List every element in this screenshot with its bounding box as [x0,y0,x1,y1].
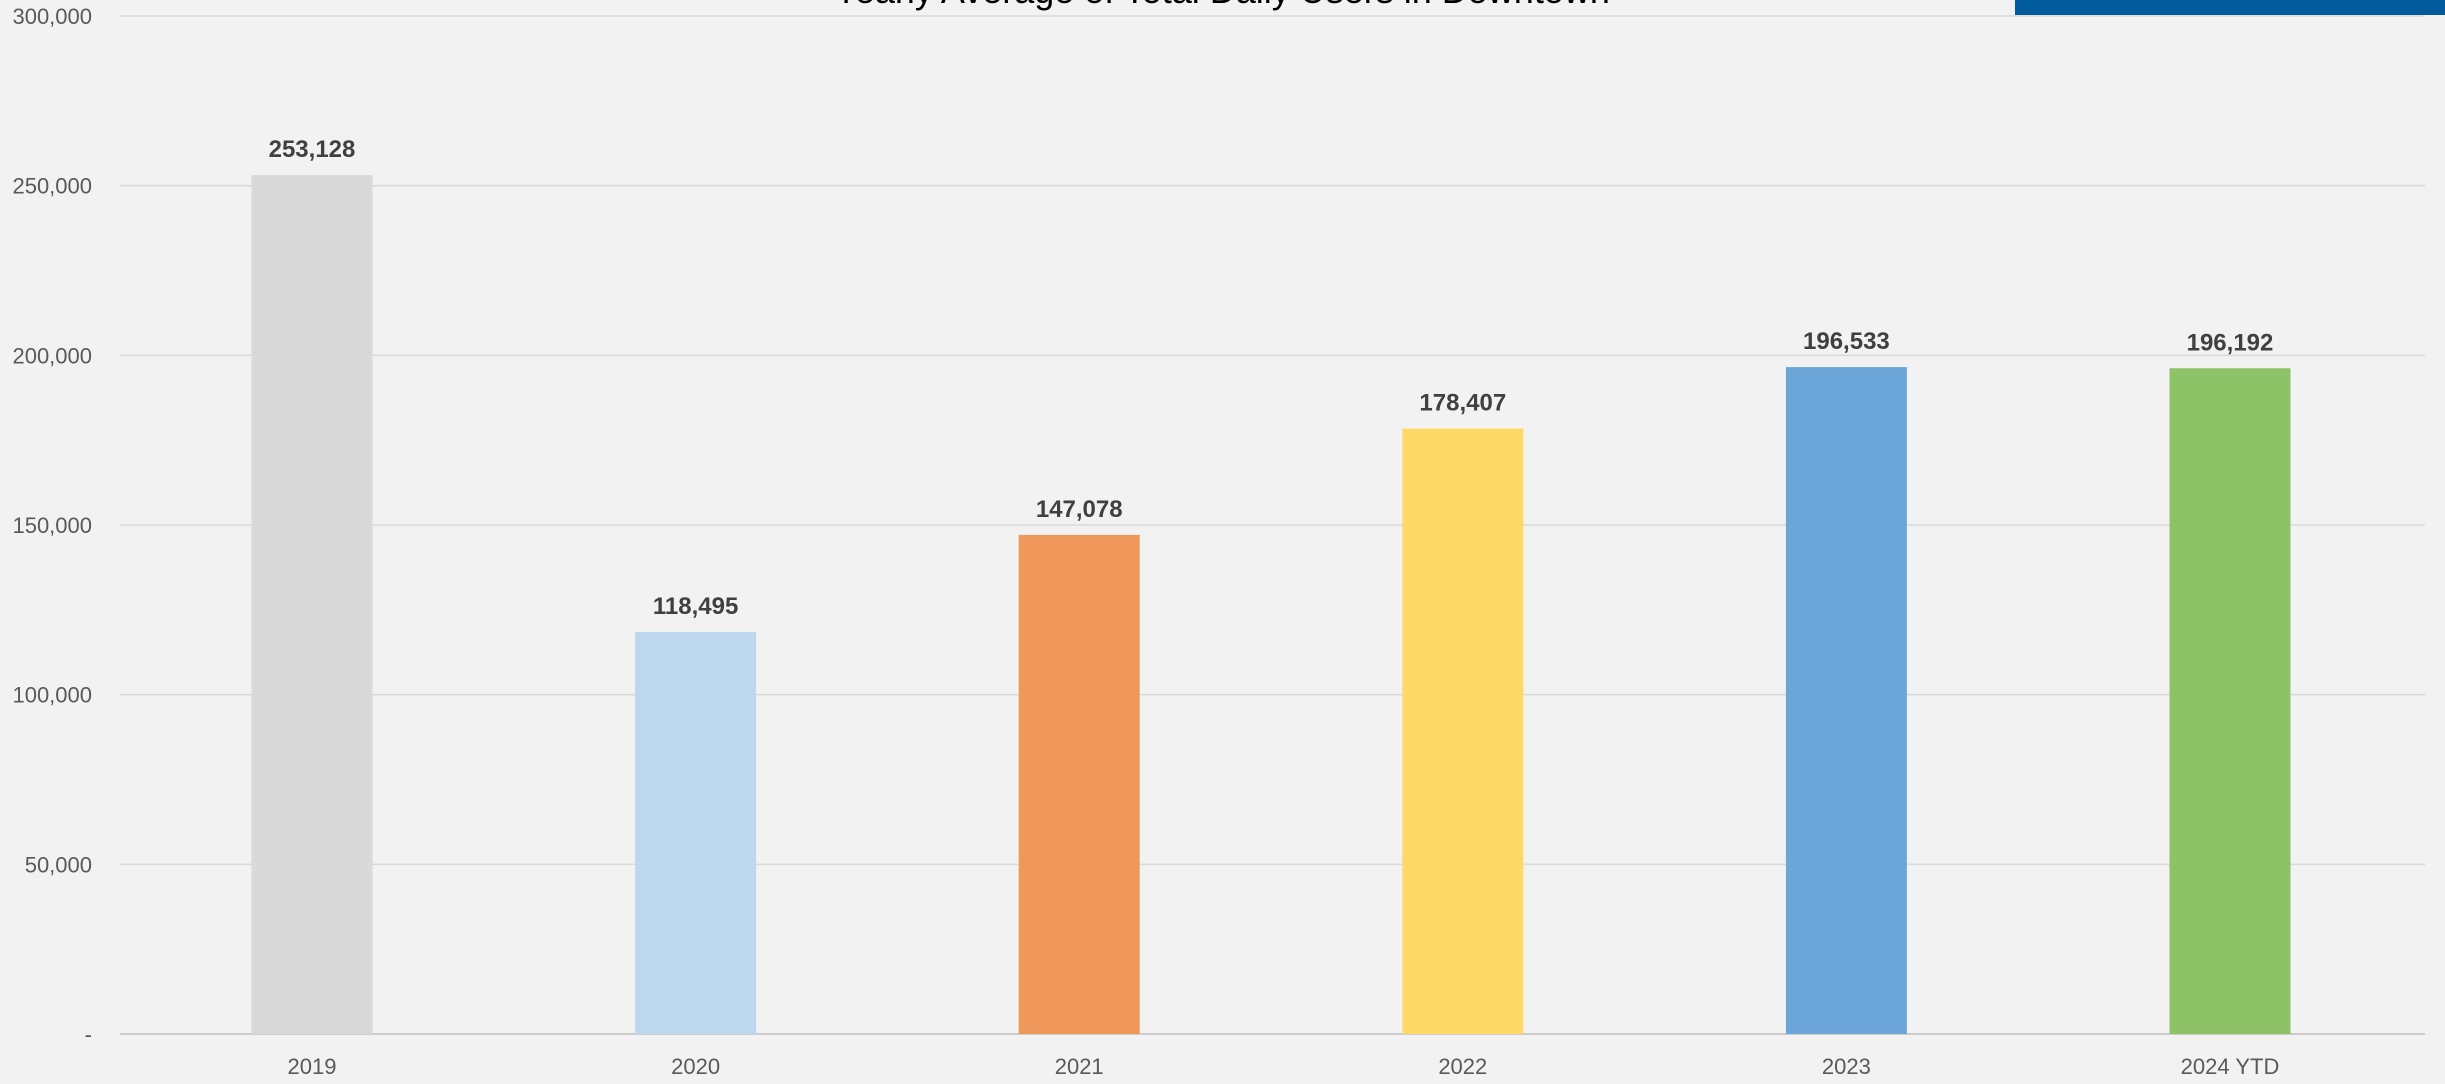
data-label: 196,192 [2187,329,2274,356]
y-tick-label: 150,000 [12,513,92,538]
y-tick-label: - [85,1022,92,1047]
chart-title: Yearly Average of Total Daily Users in D… [834,0,1610,11]
x-category-label: 2021 [1055,1054,1104,1079]
x-category-label: 2020 [671,1054,720,1079]
y-tick-label: 300,000 [12,4,92,29]
data-labels: 253,128 118,495 147,078 178,407 196,533 196,1… [269,136,2274,620]
x-category-label: 2023 [1822,1054,1871,1079]
data-label: 118,495 [653,593,738,620]
y-tick-label: 100,000 [12,683,92,708]
bar-2023 [1785,367,1907,1034]
data-label: 196,533 [1803,328,1890,355]
y-tick-label: 200,000 [12,343,92,368]
bar-2022 [1402,428,1524,1034]
bar-2024-ytd [2169,368,2291,1035]
y-tick-label: 50,000 [25,852,92,877]
accent-bar [2015,0,2445,15]
x-category-label: 2024 YTD [2181,1054,2280,1079]
bars [251,175,2291,1035]
bar-2019 [251,175,373,1035]
bar-2021 [1018,534,1140,1034]
y-tick-label: 250,000 [12,174,92,199]
x-category-label: 2019 [288,1054,337,1079]
bar-2020 [635,631,757,1034]
data-label: 253,128 [269,136,356,163]
data-label: 147,078 [1036,496,1123,523]
x-category-label: 2022 [1438,1054,1487,1079]
data-label: 178,407 [1419,390,1506,417]
gridlines [120,15,2425,1035]
x-axis-category-labels: 2019 2020 2021 2022 2023 2024 YTD [288,1054,2280,1079]
y-axis-tick-labels: - 50,000 100,000 150,000 200,000 250,000 300,0… [12,4,92,1047]
